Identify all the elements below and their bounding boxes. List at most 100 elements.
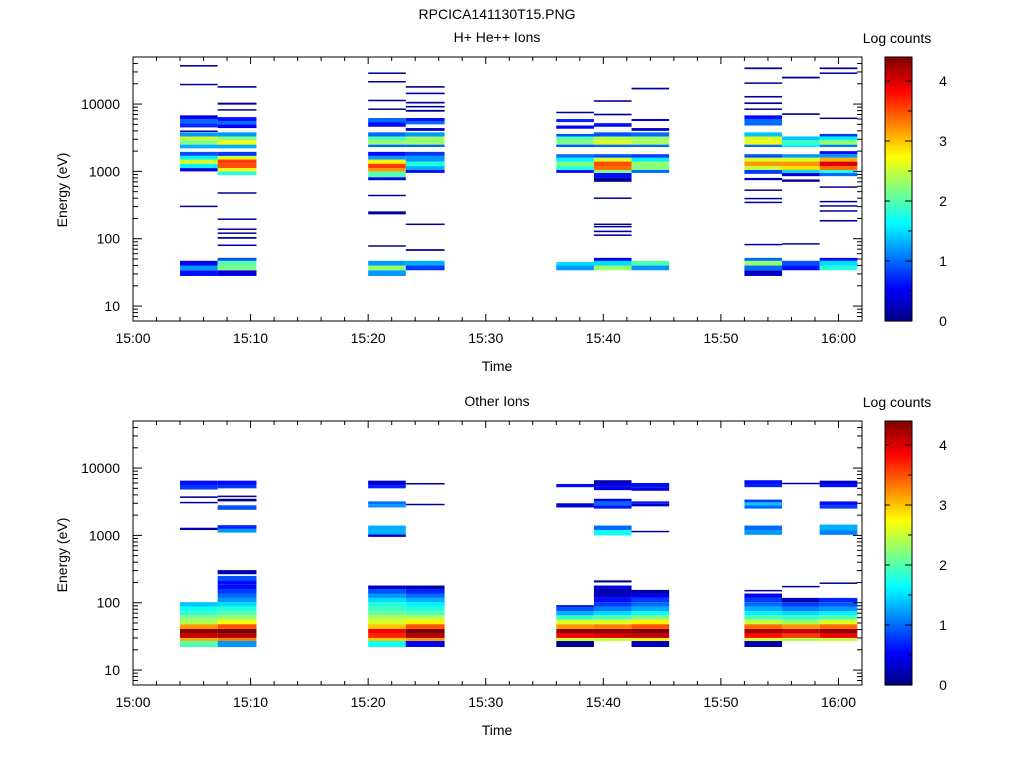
panel-2-cell: [819, 602, 858, 607]
panel-2-colorbar-segment: [885, 545, 912, 548]
panel-2-cell: [405, 585, 445, 589]
panel-1-cell: [782, 136, 820, 141]
panel-2-colorbar-segment: [885, 495, 912, 498]
panel-2-colorbar-segment: [885, 475, 912, 478]
panel-2-frame: [132, 420, 863, 686]
panel-1-cell: [593, 136, 632, 141]
panel-1-colorbar-segment: [885, 237, 912, 240]
panel-1-cell: [744, 265, 783, 271]
panel-1-cell: [217, 140, 257, 145]
panel-2-cell: [631, 487, 670, 491]
panel-1-cell: [819, 219, 858, 222]
panel-1-cell: [405, 161, 445, 167]
panel-1-colorbar-segment: [885, 109, 912, 112]
panel-2-colorbar-segment: [885, 675, 912, 678]
panel-2-colorbar-segment: [885, 643, 912, 646]
panel-2-cell: [593, 615, 632, 620]
panel-2-colorbar-segment: [885, 525, 912, 528]
panel-2-cell: [744, 502, 783, 506]
panel-1-colorbar-segment: [885, 73, 912, 76]
panel-1-colorbar-segment: [885, 245, 912, 248]
panel-2-colorbar-segment: [885, 421, 912, 424]
panel-2-cell: [782, 628, 820, 634]
panel-1-colorbar-segment: [885, 129, 912, 132]
panel-2-colorbar-segment: [885, 431, 912, 434]
panel-1-cell: [180, 163, 218, 169]
panel-1-cell: [368, 99, 406, 102]
panel-1-cell: [368, 136, 406, 141]
panel-1-cell: [631, 260, 670, 266]
panel-1-colorbar-tick-label: 3: [939, 133, 947, 149]
panel-2-colorbar-tick-label: 2: [939, 557, 947, 573]
panel-1-colorbar-segment: [885, 171, 912, 174]
panel-1-cell: [368, 140, 406, 145]
panel-1-colorbar-segment: [885, 257, 912, 260]
panel-2-colorbar-segment: [885, 589, 912, 592]
panel-1-cell: [556, 265, 594, 271]
panel-2-cell: [819, 480, 858, 484]
panel-1-cell: [819, 166, 858, 170]
panel-1-cell: [631, 161, 670, 167]
panel-1-cell: [593, 161, 632, 167]
panel-2-cell: [368, 602, 406, 607]
panel-1-cell: [593, 260, 632, 266]
panel-1-cell: [593, 230, 632, 233]
panel-2-cell: [217, 584, 257, 589]
panel-1-cell: [180, 65, 218, 67]
panel-2-cell: [819, 483, 858, 488]
panel-2-cell: [368, 534, 406, 537]
panel-1-colorbar-segment: [885, 155, 912, 158]
panel-2-colorbar-segment: [885, 627, 912, 630]
panel-2-cell: [217, 611, 257, 616]
panel-2-colorbar-segment: [885, 489, 912, 492]
panel-2-cell: [631, 483, 670, 488]
panel-2-cell: [744, 597, 783, 603]
panel-1-cell: [405, 260, 445, 266]
panel-1-cell: [556, 140, 594, 145]
panel-2-cell: [819, 637, 858, 642]
panel-1-cell: [819, 67, 858, 70]
panel-1-colorbar-segment: [885, 169, 912, 172]
panel-2-colorbar-segment: [885, 573, 912, 576]
panel-2-cell: [556, 633, 594, 638]
panel-2-colorbar-segment: [885, 605, 912, 608]
panel-2-cell: [593, 597, 632, 603]
panel-1-cell: [368, 132, 406, 137]
panel-1-colorbar-segment: [885, 101, 912, 104]
panel-2-colorbar-segment: [885, 513, 912, 516]
panel-2-colorbar-segment: [885, 517, 912, 520]
panel-1-cell: [744, 140, 783, 145]
panel-2-colorbar-segment: [885, 681, 912, 684]
panel-1-colorbar-segment: [885, 285, 912, 288]
panel-1-colorbar-segment: [885, 79, 912, 82]
panel-1-colorbar-segment: [885, 259, 912, 262]
panel-2-cell: [631, 637, 670, 642]
panel-2-cell: [744, 637, 783, 642]
panel-1-cell: [819, 186, 858, 188]
panel-1-colorbar-segment: [885, 215, 912, 218]
panel-1-colorbar-segment: [885, 203, 912, 206]
panel-2-cell: [819, 582, 858, 584]
panel-2-colorbar-segment: [885, 683, 912, 686]
panel-2-cell: [405, 588, 445, 594]
panel-1-cell: [217, 124, 257, 129]
panel-2-colorbar-segment: [885, 527, 912, 530]
panel-1-cell: [782, 113, 820, 115]
panel-2-colorbar-segment: [885, 551, 912, 554]
panel-1-cell: [405, 166, 445, 170]
panel-1-colorbar-segment: [885, 211, 912, 214]
panel-2-cell: [819, 633, 858, 638]
panel-2-colorbar-segment: [885, 429, 912, 432]
panel-2-cell: [180, 619, 218, 625]
panel-1-cell: [217, 102, 257, 105]
panel-1-cell: [819, 205, 858, 207]
panel-2-cell: [631, 602, 670, 607]
panel-2-colorbar-segment: [885, 645, 912, 648]
panel-2-cell: [744, 628, 783, 634]
panel-2-cell: [819, 501, 858, 506]
panel-2-cell: [368, 485, 406, 489]
panel-2-cell: [180, 602, 218, 607]
panel-1-cell: [368, 155, 406, 160]
panel-1-cell: [782, 179, 820, 182]
panel-2-cell: [744, 633, 783, 638]
